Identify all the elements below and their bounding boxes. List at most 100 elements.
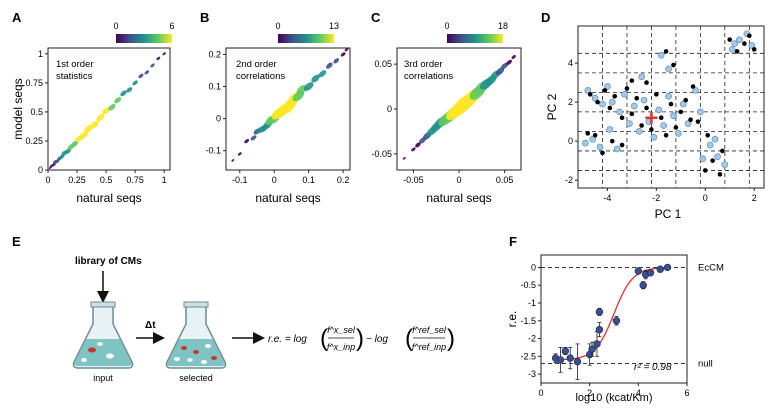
input-dot [81, 358, 87, 362]
panel-c-ticks: -0.05 0 0.05 -0.05 0 0.05 [371, 59, 513, 185]
panel-d-model-point [702, 168, 708, 173]
panel-letter-b: B [200, 10, 209, 25]
panel-f-r2-label: r² = 0.98 [634, 362, 672, 373]
equation-lhs: r.e. = log [268, 334, 307, 345]
panel-d-natural-point [670, 112, 677, 120]
panel-f-point [646, 269, 655, 277]
selected-flask [165, 301, 227, 369]
panel-d-natural-point [599, 100, 606, 108]
panel-c: -0.05 0 0.05 -0.05 0 0.05 3rd order correlati… [371, 21, 522, 205]
panel-b-x-tick-label: 0.1 [302, 175, 315, 185]
panel-d-model-point [587, 92, 593, 97]
panel-d-natural-point [665, 92, 672, 100]
panel-e-schematic: library of CMs input Δt selec [72, 256, 455, 383]
panel-d-natural-point [711, 135, 719, 143]
equation-term2-numerator: f^ref_sel [412, 325, 447, 335]
panel-f-xlabel: log10 (kcat/Km) [575, 392, 652, 404]
panel-c-annotation-line1: 3rd order [404, 59, 443, 70]
panel-d-natural-point [684, 120, 692, 127]
panel-d-natural-point [679, 100, 687, 108]
panel-d-model-point [671, 62, 676, 68]
panel-b-x-tick-label: 0 [272, 175, 277, 185]
panel-d-model-point [585, 131, 591, 136]
panel-c-x-tick-label: -0.05 [403, 175, 424, 185]
equation-close-paren-2: ) [447, 325, 455, 352]
panel-d-natural-point [748, 42, 756, 49]
selected-label: selected [179, 373, 213, 383]
input-flask [72, 301, 134, 369]
panel-a-y-tick-label: 1 [38, 49, 43, 59]
panel-d-model-point [619, 115, 625, 121]
panel-d-model-point [629, 111, 635, 117]
panel-d-natural-point [616, 108, 623, 116]
panel-letter-d: D [541, 10, 550, 25]
panel-d-model-point [678, 109, 684, 115]
panel-c-xlabel: natural seqs [426, 191, 491, 205]
panel-a-x-tick-label: 0.25 [68, 175, 86, 185]
panel-b-point [244, 138, 250, 144]
selected-dot [193, 350, 199, 354]
panel-d-model-point [673, 125, 679, 130]
panel-d-y-tick-label: 2 [568, 97, 573, 107]
panel-d-model-point [644, 80, 649, 85]
panel-d-natural-point [606, 126, 614, 133]
panel-c-y-tick-label: -0.05 [371, 149, 392, 159]
panel-f: 0 2 4 6 -3 -2.5 -2 -1.5 -1 -0.5 0 EcCM null r² = 0.… [505, 254, 724, 404]
panel-b-point [326, 62, 333, 69]
panel-d-natural-point [714, 153, 721, 161]
panel-a-annotation-line2: statistics [56, 71, 93, 82]
panel-a-colorbar-min: 0 [113, 21, 118, 31]
selected-dot [201, 360, 207, 364]
panel-d-natural-point [621, 90, 628, 98]
panel-f-x-tick-label: 0 [538, 388, 543, 398]
panel-c-point [501, 62, 509, 70]
panel-d-natural-point [604, 83, 611, 90]
panel-f-y-tick-label: -1.5 [520, 316, 536, 326]
selected-dot [181, 346, 187, 350]
panel-f-point [595, 325, 604, 334]
panel-d-model-point [727, 37, 733, 42]
panel-a-point [156, 56, 161, 61]
selected-dot [211, 356, 217, 360]
panel-f-y-tick-label: -0.5 [520, 280, 536, 290]
panel-f-x-tick-label: 2 [587, 388, 592, 398]
panel-f-point [639, 281, 647, 289]
panel-d-model-point [602, 88, 608, 93]
panel-b-annotation-line1: 2nd order [236, 59, 277, 70]
panel-d-model-point [742, 41, 747, 46]
panel-f-y-tick-label: -3 [528, 369, 536, 379]
panel-b-point [231, 159, 235, 162]
panel-d-model-point [688, 117, 693, 122]
panel-f-reference-label: null [698, 358, 713, 369]
panel-d-x-tick-label: 2 [752, 193, 757, 203]
panel-d-natural-point [657, 51, 665, 59]
re-equation: r.e. = log ( f^x_sel f^x_inp ) − log ( f… [268, 325, 455, 352]
panel-d-natural-point [591, 94, 599, 102]
panel-f-point [656, 265, 664, 273]
panel-d-grid [578, 26, 764, 188]
panel-b-x-tick-label: -0.1 [232, 175, 248, 185]
panel-f-point [573, 357, 582, 366]
panel-d: -4 -2 0 2 -2 0 2 4 PC 1 PC 2 [545, 25, 765, 221]
panel-b-y-tick-label: 0.1 [208, 82, 221, 92]
panel-b-y-tick-label: -0.1 [205, 146, 221, 156]
panel-b-point [344, 47, 349, 52]
panel-b-colorbar-min: 0 [275, 21, 280, 31]
panel-b-point [311, 74, 320, 83]
panel-d-x-tick-label: -2 [652, 193, 660, 203]
panel-f-fit-line [555, 267, 668, 361]
panel-d-natural-point [613, 145, 621, 153]
panel-d-model-point [690, 84, 696, 89]
panel-a-xlabel: natural seqs [76, 191, 141, 205]
panel-a-colorbar [116, 34, 172, 43]
panel-letter-c: C [371, 10, 381, 25]
panel-d-model-point [717, 172, 723, 177]
panel-d-model-point [595, 99, 600, 105]
panel-f-point [663, 263, 672, 272]
panel-a-point [150, 63, 155, 68]
selected-dot [205, 344, 211, 348]
panel-b-ticks: -0.1 0 0.1 0.2 -0.1 0 0.1 0.2 [205, 49, 349, 185]
panel-a-point [132, 80, 138, 86]
panel-c-x-tick-label: 0 [456, 175, 461, 185]
panel-b-point [333, 58, 340, 64]
